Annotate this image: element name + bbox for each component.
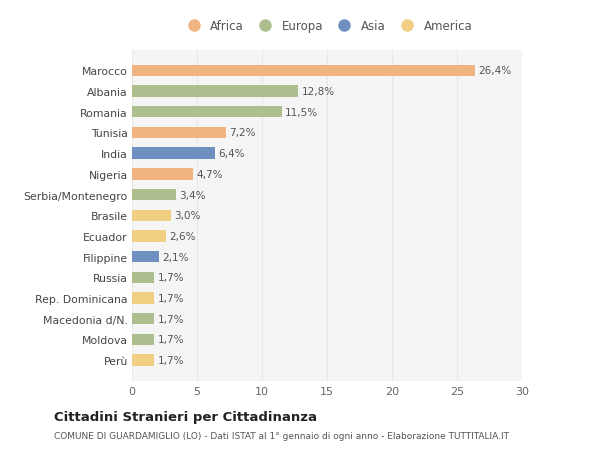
Text: 26,4%: 26,4% [478,66,512,76]
Bar [132,107,281,118]
Text: 12,8%: 12,8% [302,87,335,97]
Bar [132,128,226,139]
Bar [132,252,160,263]
Bar [132,86,298,97]
Bar [132,313,154,325]
Text: 1,7%: 1,7% [157,355,184,365]
Bar [132,169,193,180]
Bar [132,355,154,366]
Bar [132,190,176,201]
Text: 1,7%: 1,7% [157,273,184,283]
Text: 1,7%: 1,7% [157,335,184,345]
Text: 3,4%: 3,4% [179,190,206,200]
Text: COMUNE DI GUARDAMIGLIO (LO) - Dati ISTAT al 1° gennaio di ogni anno - Elaborazio: COMUNE DI GUARDAMIGLIO (LO) - Dati ISTAT… [54,431,509,440]
Legend: Africa, Europa, Asia, America: Africa, Europa, Asia, America [178,17,476,37]
Bar [132,210,171,221]
Text: 6,4%: 6,4% [218,149,245,159]
Text: 11,5%: 11,5% [285,107,318,118]
Text: 2,1%: 2,1% [163,252,189,262]
Bar [132,148,215,159]
Text: 7,2%: 7,2% [229,128,256,138]
Bar [132,66,475,77]
Bar [132,272,154,283]
Bar [132,334,154,345]
Text: 3,0%: 3,0% [174,211,200,221]
Bar [132,231,166,242]
Text: 4,7%: 4,7% [196,169,223,179]
Bar [132,293,154,304]
Text: Cittadini Stranieri per Cittadinanza: Cittadini Stranieri per Cittadinanza [54,410,317,423]
Text: 1,7%: 1,7% [157,293,184,303]
Text: 2,6%: 2,6% [169,231,196,241]
Text: 1,7%: 1,7% [157,314,184,324]
